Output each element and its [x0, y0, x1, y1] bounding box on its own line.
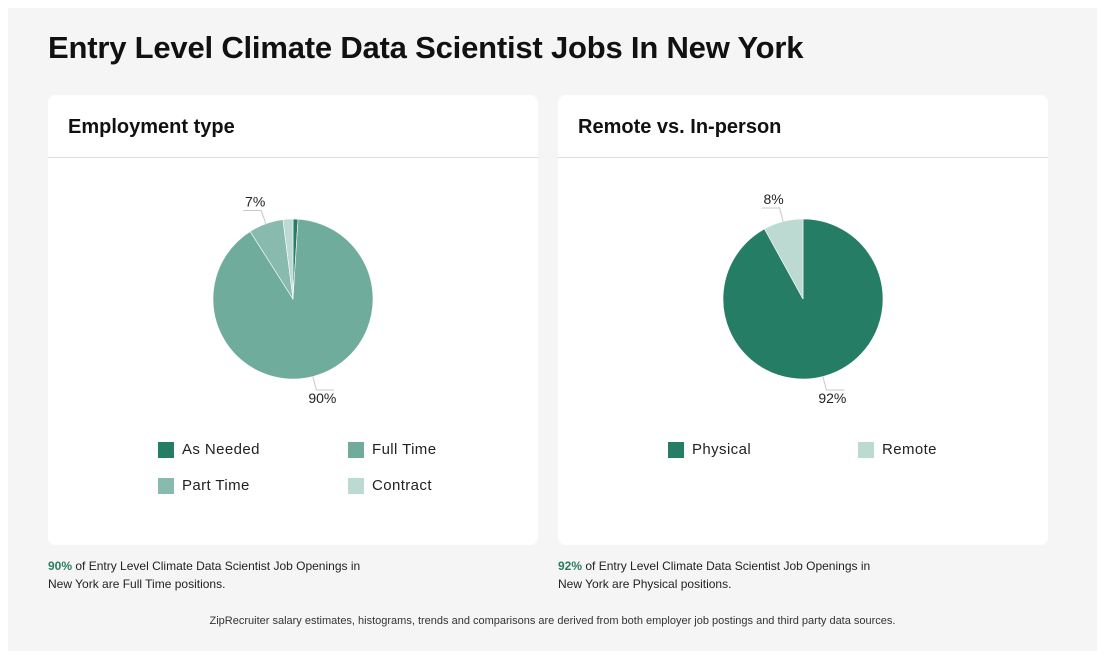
legend-swatch	[858, 441, 874, 458]
caption-highlight: 92%	[558, 559, 583, 573]
legend-swatch	[158, 477, 174, 494]
employment-type-caption: 90% of Entry Level Climate Data Scientis…	[48, 557, 378, 593]
legend-label: Full Time	[372, 441, 437, 458]
footer-disclaimer: ZipRecruiter salary estimates, histogram…	[209, 615, 896, 627]
remote-vs-in-person-pie-chart: 92% 8%	[722, 191, 884, 406]
legend-item-contract: Contract	[348, 477, 432, 494]
leader-line-part-time	[243, 210, 267, 224]
remote-vs-in-person-card: Remote vs. In-person 92% 8% Physical Remot…	[558, 95, 1048, 545]
legend-item-part-time: Part Time	[158, 477, 250, 494]
legend-label: Part Time	[182, 477, 250, 494]
legend-item-physical: Physical	[668, 441, 751, 458]
leader-line-full-time	[312, 376, 335, 391]
data-label-remote: 8%	[764, 191, 784, 207]
employment-type-pie-chart: 90% 7%	[212, 194, 374, 406]
caption-highlight: 90%	[48, 559, 73, 573]
data-label-full-time: 90%	[308, 390, 336, 406]
employment-type-card-title: Employment type	[48, 95, 538, 158]
caption-text: of Entry Level Climate Data Scientist Jo…	[48, 559, 361, 591]
data-label-physical: 92%	[818, 390, 846, 406]
data-label-part-time: 7%	[245, 194, 265, 210]
legend-label: Remote	[882, 441, 937, 458]
pie-slice-contract	[282, 218, 294, 300]
page-title: Entry Level Climate Data Scientist Jobs …	[48, 30, 804, 65]
employment-type-card: Employment type 90% 7% As Needed Full Time…	[48, 95, 538, 545]
pie-slice-remote	[764, 218, 804, 300]
remote-vs-in-person-caption: 92% of Entry Level Climate Data Scientis…	[558, 557, 888, 593]
legend-item-full-time: Full Time	[348, 441, 436, 458]
legend-label: As Needed	[182, 441, 260, 458]
legend-swatch	[348, 441, 364, 458]
legend-item-remote: Remote	[858, 441, 937, 458]
remote-vs-in-person-card-title: Remote vs. In-person	[558, 95, 1048, 158]
leader-line-physical	[822, 376, 845, 391]
legend-swatch	[348, 477, 364, 494]
legend-label: Contract	[372, 477, 432, 494]
legend-item-as-needed: As Needed	[158, 441, 260, 458]
leader-line-remote	[761, 207, 784, 222]
page-frame: Entry Level Climate Data Scientist Jobs …	[8, 8, 1097, 651]
legend-swatch	[668, 441, 684, 458]
caption-text: of Entry Level Climate Data Scientist Jo…	[558, 559, 871, 591]
legend-swatch	[158, 441, 174, 458]
legend-label: Physical	[692, 441, 752, 458]
